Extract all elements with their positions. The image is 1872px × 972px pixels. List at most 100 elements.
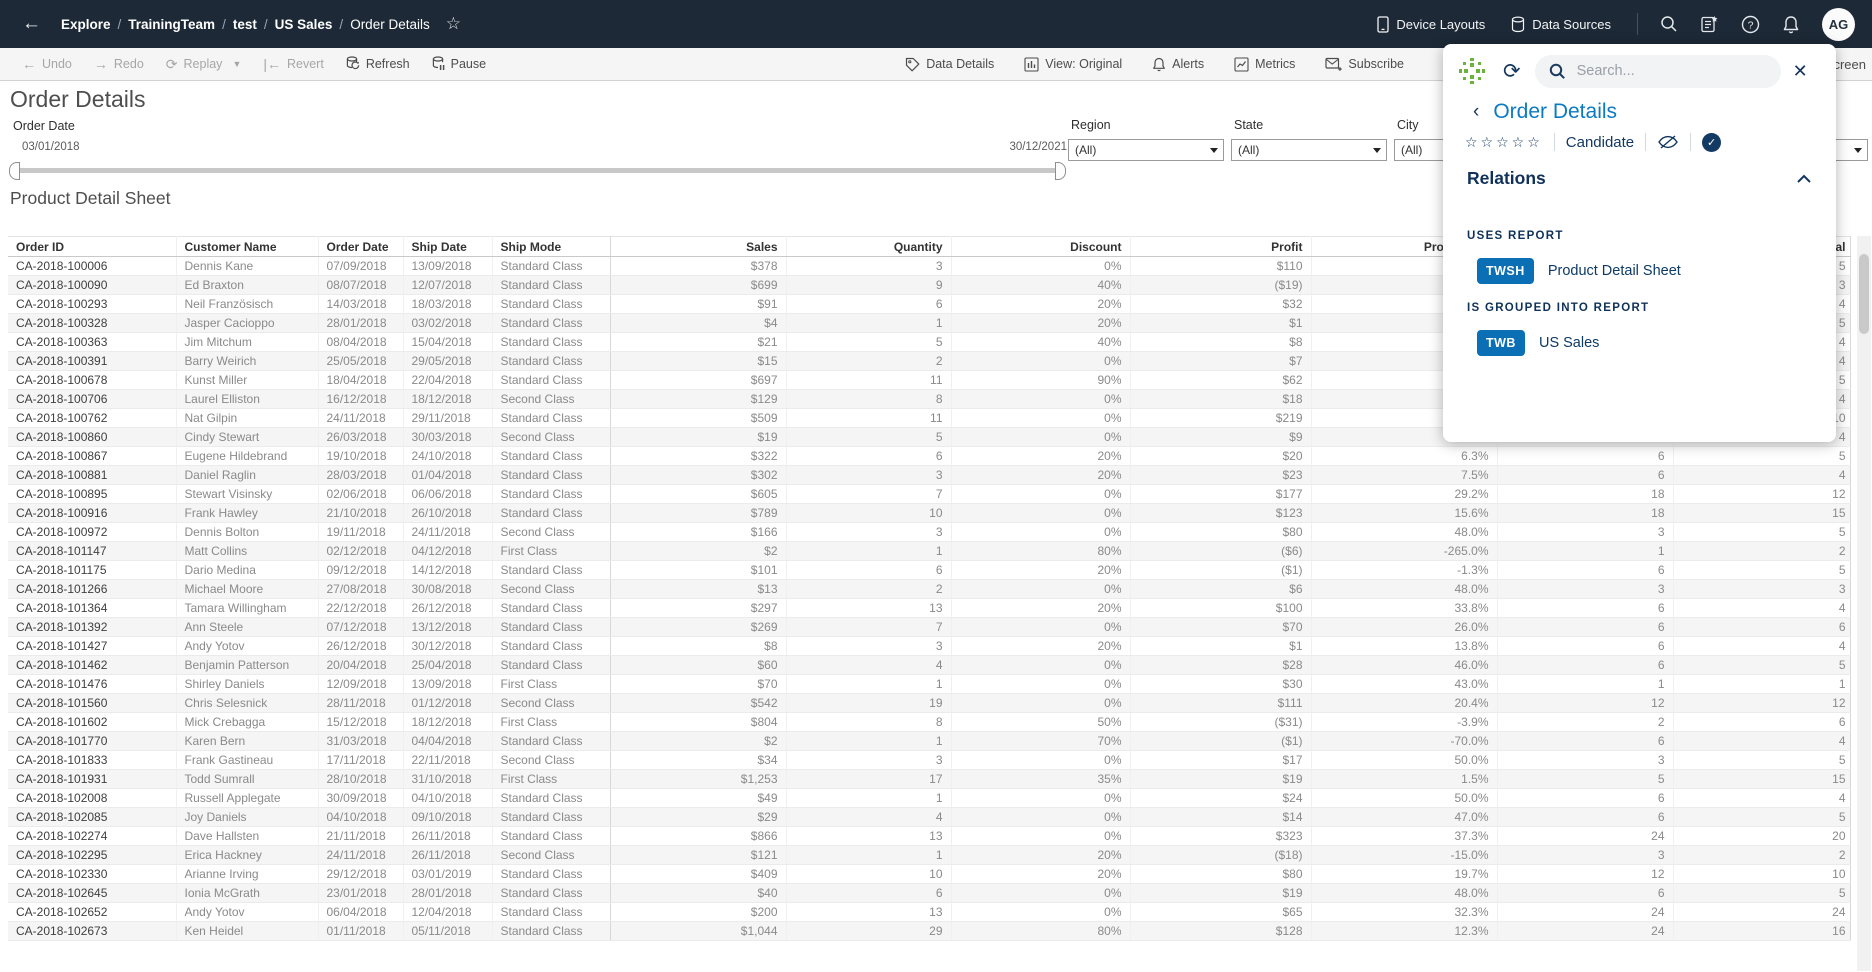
- table-cell[interactable]: 7: [786, 617, 952, 637]
- table-cell[interactable]: 6: [1497, 560, 1674, 580]
- table-cell[interactable]: 3: [786, 522, 952, 542]
- breadcrumb-item[interactable]: Explore: [61, 16, 111, 32]
- panel-refresh-icon[interactable]: ⟳: [1503, 59, 1521, 83]
- table-cell[interactable]: 20%: [951, 294, 1131, 314]
- table-cell[interactable]: Second Class: [492, 389, 611, 409]
- table-cell[interactable]: CA-2018-101147: [8, 541, 177, 561]
- table-cell[interactable]: $62: [1130, 370, 1312, 390]
- table-cell[interactable]: ($18): [1130, 845, 1312, 865]
- table-cell[interactable]: CA-2018-100006: [8, 256, 177, 276]
- table-cell[interactable]: Neil Französisch: [176, 294, 319, 314]
- table-cell[interactable]: $219: [1130, 408, 1312, 428]
- table-cell[interactable]: 19.7%: [1311, 864, 1498, 884]
- data-sources-button[interactable]: Data Sources: [1511, 15, 1611, 33]
- table-row[interactable]: CA-2018-100881 Daniel Raglin 28/03/2018 01/…: [8, 465, 1851, 485]
- table-row[interactable]: CA-2018-101364 Tamara Willingham 22/12/201…: [8, 598, 1851, 618]
- table-cell[interactable]: CA-2018-101175: [8, 560, 177, 580]
- table-cell[interactable]: $8: [1130, 332, 1312, 352]
- table-row[interactable]: CA-2018-101602 Mick Crebagga 15/12/2018 18/…: [8, 712, 1851, 732]
- table-cell[interactable]: 17/11/2018: [318, 750, 404, 770]
- table-cell[interactable]: CA-2018-101427: [8, 636, 177, 656]
- table-cell[interactable]: 12: [1673, 484, 1851, 504]
- table-cell[interactable]: 5: [1673, 446, 1851, 466]
- table-cell[interactable]: 40%: [951, 332, 1131, 352]
- table-cell[interactable]: $100: [1130, 598, 1312, 618]
- table-cell[interactable]: CA-2018-100706: [8, 389, 177, 409]
- table-row[interactable]: CA-2018-101462 Benjamin Patterson 20/04/20…: [8, 655, 1851, 675]
- table-cell[interactable]: $297: [610, 598, 787, 618]
- table-cell[interactable]: Ann Steele: [176, 617, 319, 637]
- table-cell[interactable]: $804: [610, 712, 787, 732]
- table-cell[interactable]: 6: [1497, 731, 1674, 751]
- table-cell[interactable]: Standard Class: [492, 560, 611, 580]
- table-cell[interactable]: Ken Heidel: [176, 921, 319, 941]
- favorite-star-icon[interactable]: ☆: [445, 14, 461, 33]
- column-header[interactable]: Discount: [951, 236, 1131, 257]
- table-cell[interactable]: 0%: [951, 351, 1131, 371]
- table-cell[interactable]: 0%: [951, 655, 1131, 675]
- table-cell[interactable]: Arianne Irving: [176, 864, 319, 884]
- table-cell[interactable]: CA-2018-100867: [8, 446, 177, 466]
- table-cell[interactable]: 48.0%: [1311, 522, 1498, 542]
- table-cell[interactable]: 6: [1497, 446, 1674, 466]
- table-cell[interactable]: 18/04/2018: [318, 370, 404, 390]
- table-cell[interactable]: $509: [610, 408, 787, 428]
- replay-button[interactable]: ⟳ Replay ▼: [165, 56, 242, 72]
- table-cell[interactable]: 0%: [951, 617, 1131, 637]
- table-row[interactable]: CA-2018-101931 Todd Sumrall 28/10/2018 31/1…: [8, 769, 1851, 789]
- table-cell[interactable]: 4: [1673, 636, 1851, 656]
- table-cell[interactable]: 10: [1673, 864, 1851, 884]
- table-cell[interactable]: 8: [786, 389, 952, 409]
- table-cell[interactable]: 31/10/2018: [403, 769, 493, 789]
- table-cell[interactable]: $19: [1130, 769, 1312, 789]
- table-cell[interactable]: 6: [1497, 655, 1674, 675]
- table-row[interactable]: CA-2018-100916 Frank Hawley 21/10/2018 26/1…: [8, 503, 1851, 523]
- table-cell[interactable]: 47.0%: [1311, 807, 1498, 827]
- table-cell[interactable]: 10: [786, 864, 952, 884]
- table-cell[interactable]: $129: [610, 389, 787, 409]
- table-cell[interactable]: 1: [786, 731, 952, 751]
- table-cell[interactable]: Dario Medina: [176, 560, 319, 580]
- table-cell[interactable]: First Class: [492, 674, 611, 694]
- table-cell[interactable]: 43.0%: [1311, 674, 1498, 694]
- table-cell[interactable]: 50%: [951, 712, 1131, 732]
- table-cell[interactable]: 5: [1673, 522, 1851, 542]
- redo-button[interactable]: → Redo: [93, 56, 144, 72]
- table-cell[interactable]: 3: [786, 636, 952, 656]
- table-cell[interactable]: 6: [786, 883, 952, 903]
- table-cell[interactable]: 06/04/2018: [318, 902, 404, 922]
- table-cell[interactable]: 4: [1673, 788, 1851, 808]
- table-cell[interactable]: 06/06/2018: [403, 484, 493, 504]
- table-cell[interactable]: 48.0%: [1311, 579, 1498, 599]
- table-cell[interactable]: Standard Class: [492, 921, 611, 941]
- table-cell[interactable]: 26/11/2018: [403, 845, 493, 865]
- table-cell[interactable]: $17: [1130, 750, 1312, 770]
- table-cell[interactable]: 23/01/2018: [318, 883, 404, 903]
- table-cell[interactable]: CA-2018-101392: [8, 617, 177, 637]
- table-cell[interactable]: 32.3%: [1311, 902, 1498, 922]
- table-cell[interactable]: Second Class: [492, 579, 611, 599]
- table-cell[interactable]: 26/12/2018: [318, 636, 404, 656]
- table-cell[interactable]: ($1): [1130, 560, 1312, 580]
- table-cell[interactable]: Russell Applegate: [176, 788, 319, 808]
- table-cell[interactable]: 33.8%: [1311, 598, 1498, 618]
- table-cell[interactable]: Mick Crebagga: [176, 712, 319, 732]
- table-cell[interactable]: 20%: [951, 313, 1131, 333]
- table-cell[interactable]: 08/07/2018: [318, 275, 404, 295]
- table-cell[interactable]: 27/08/2018: [318, 579, 404, 599]
- table-cell[interactable]: First Class: [492, 769, 611, 789]
- table-cell[interactable]: 13/12/2018: [403, 617, 493, 637]
- table-cell[interactable]: 3: [786, 750, 952, 770]
- table-cell[interactable]: Standard Class: [492, 617, 611, 637]
- table-cell[interactable]: -70.0%: [1311, 731, 1498, 751]
- table-row[interactable]: CA-2018-102645 Ionia McGrath 23/01/2018 28/…: [8, 883, 1851, 903]
- table-cell[interactable]: 19: [786, 693, 952, 713]
- table-cell[interactable]: CA-2018-100293: [8, 294, 177, 314]
- table-cell[interactable]: 21/10/2018: [318, 503, 404, 523]
- table-cell[interactable]: -3.9%: [1311, 712, 1498, 732]
- table-cell[interactable]: Standard Class: [492, 484, 611, 504]
- table-cell[interactable]: 29/05/2018: [403, 351, 493, 371]
- table-cell[interactable]: $8: [610, 636, 787, 656]
- table-cell[interactable]: Standard Class: [492, 807, 611, 827]
- table-cell[interactable]: 20%: [951, 864, 1131, 884]
